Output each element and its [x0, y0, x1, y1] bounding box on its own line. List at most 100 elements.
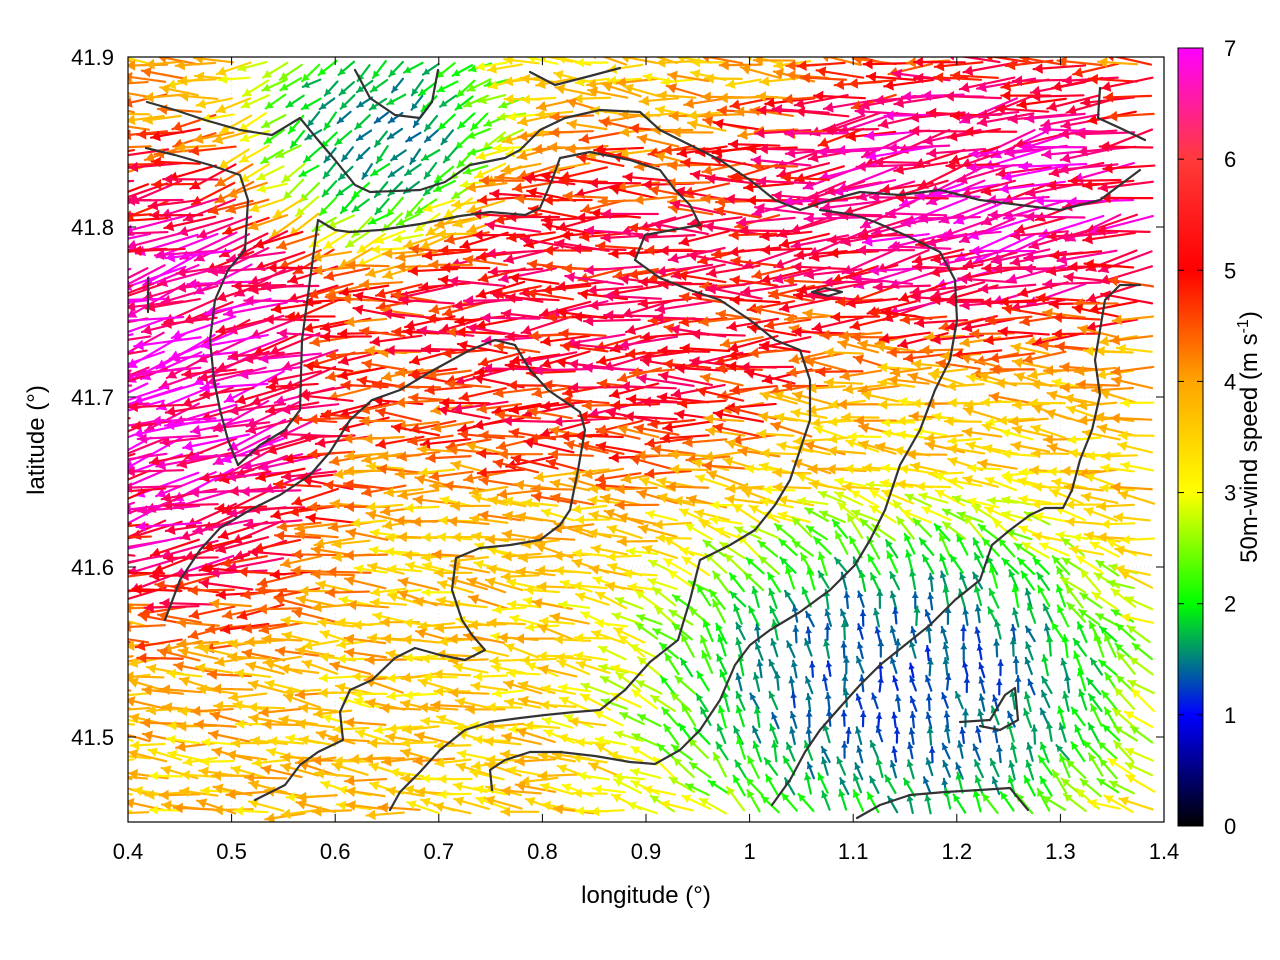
wind-vector [247, 214, 289, 231]
wind-vector [959, 110, 1020, 123]
y-tick-label: 41.5 [71, 725, 114, 750]
wind-vector [452, 214, 490, 229]
wind-vector [128, 300, 185, 312]
wind-vector [815, 66, 865, 79]
colorbar-label: 50m-wind speed (m s-1) [1235, 311, 1263, 563]
wind-vector [984, 314, 1033, 326]
wind-vector [704, 173, 761, 185]
wind-vector [759, 268, 813, 285]
wind-vector [985, 57, 1032, 64]
wind-vector [433, 165, 455, 183]
wind-vector [558, 175, 608, 187]
wind-vector [535, 77, 575, 90]
wind-vector [435, 228, 476, 240]
wind-vector [298, 164, 320, 178]
wind-vector [893, 94, 952, 109]
wind-vector [128, 80, 134, 84]
wind-vector [301, 63, 321, 83]
wind-vector [440, 129, 455, 146]
wind-vector [128, 231, 186, 251]
wind-vector [666, 70, 710, 83]
wind-vector [432, 179, 456, 193]
wind-vector [516, 113, 557, 127]
wind-vector [147, 198, 204, 211]
wind-vector [503, 57, 540, 66]
wind-vector [1056, 57, 1103, 67]
wind-vector [767, 289, 815, 303]
wind-vector [164, 249, 233, 263]
wind-vector [861, 232, 930, 247]
wind-vector [128, 197, 132, 201]
wind-vector [865, 145, 935, 162]
wind-vector [260, 114, 287, 129]
wind-vector [334, 130, 353, 146]
wind-vector [1067, 175, 1122, 187]
wind-vector [162, 173, 219, 185]
wind-vector [144, 297, 201, 313]
wind-vector [574, 77, 610, 87]
wind-vector [656, 90, 697, 101]
wind-vector [128, 605, 134, 608]
wind-vector [248, 198, 285, 213]
wind-vector [520, 315, 575, 336]
wind-vector [678, 291, 727, 304]
wind-vector [492, 143, 526, 153]
wind-vector [467, 146, 493, 156]
wind-vector [500, 162, 542, 175]
wind-vector [759, 76, 798, 87]
wind-vector [128, 129, 131, 133]
wind-vector [289, 129, 306, 149]
wind-vector [323, 267, 371, 282]
colorbar-tick-label: 3 [1224, 481, 1236, 506]
wind-vector [796, 60, 846, 72]
wind-vector [583, 264, 644, 276]
wind-vector [566, 119, 608, 131]
wind-vector [658, 245, 713, 257]
wind-vector [306, 111, 321, 128]
wind-vector [851, 273, 914, 285]
wind-vector [370, 162, 391, 177]
wind-vector [345, 259, 390, 271]
wind-vector [728, 246, 782, 258]
wind-vector [506, 231, 556, 243]
wind-vector [284, 311, 336, 323]
wind-vector [816, 146, 881, 158]
wind-vector [301, 78, 322, 88]
wind-vector [318, 97, 336, 111]
wind-vector [264, 93, 287, 110]
wind-vector [339, 94, 356, 110]
wind-vector [285, 94, 305, 109]
wind-vector [660, 77, 695, 87]
wind-vector [1011, 75, 1070, 87]
wind-vector [1106, 110, 1155, 122]
wind-vector [484, 220, 542, 233]
wind-vector [128, 232, 152, 240]
wind-vector [128, 195, 184, 206]
wind-vector [564, 271, 624, 286]
wind-vector [956, 163, 1015, 185]
wind-vector [763, 318, 812, 331]
wind-vector [508, 272, 560, 285]
wind-vector [128, 434, 135, 439]
wind-vector [633, 194, 678, 206]
colorbar-tick-label: 1 [1224, 703, 1236, 728]
wind-vector [995, 166, 1052, 179]
wind-vector [872, 281, 932, 293]
wind-vector [212, 129, 252, 145]
wind-vector [1108, 57, 1153, 66]
wind-vector [240, 94, 270, 109]
y-tick-label: 41.7 [71, 385, 114, 410]
wind-vector [435, 61, 456, 79]
wind-vector [428, 300, 474, 315]
wind-vector [272, 197, 305, 219]
wind-vector [793, 249, 848, 261]
wind-vector [678, 230, 730, 247]
wind-vector [317, 59, 338, 77]
wind-vector [275, 233, 320, 251]
wind-vector [827, 247, 880, 259]
x-tick-label: 1.3 [1045, 839, 1076, 864]
wind-vector [847, 77, 897, 89]
wind-vector [128, 114, 165, 126]
wind-vector [428, 259, 473, 271]
